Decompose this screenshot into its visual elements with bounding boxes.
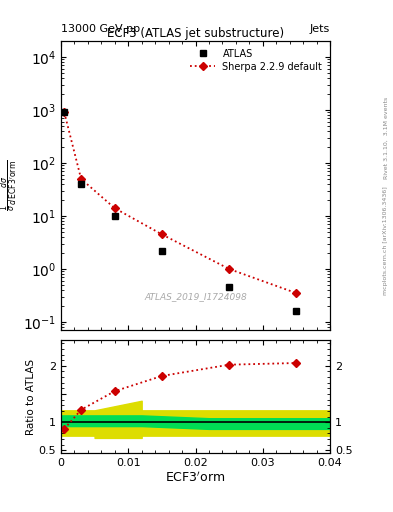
ATLAS [294, 308, 299, 314]
X-axis label: ECF3$'$orm: ECF3$'$orm [165, 471, 226, 485]
Sherpa 2.2.9 default [112, 205, 117, 211]
ATLAS [227, 284, 231, 290]
Sherpa 2.2.9 default [294, 290, 299, 296]
Text: Rivet 3.1.10,  3.1M events: Rivet 3.1.10, 3.1M events [383, 97, 388, 179]
Y-axis label: $\frac{1}{\sigma}\frac{d\sigma}{d\,\mathrm{ECF3^{\prime}orm}}$: $\frac{1}{\sigma}\frac{d\sigma}{d\,\math… [0, 160, 20, 211]
Sherpa 2.2.9 default [160, 231, 164, 238]
Sherpa 2.2.9 default [62, 109, 67, 115]
Y-axis label: Ratio to ATLAS: Ratio to ATLAS [26, 359, 36, 435]
Text: mcplots.cern.ch [arXiv:1306.3436]: mcplots.cern.ch [arXiv:1306.3436] [383, 186, 388, 295]
Sherpa 2.2.9 default [79, 176, 83, 182]
Legend: ATLAS, Sherpa 2.2.9 default: ATLAS, Sherpa 2.2.9 default [187, 46, 325, 75]
Title: ECF3 (ATLAS jet substructure): ECF3 (ATLAS jet substructure) [107, 27, 284, 40]
Line: Sherpa 2.2.9 default: Sherpa 2.2.9 default [61, 109, 299, 296]
Text: Jets: Jets [310, 24, 330, 34]
Text: ATLAS_2019_I1724098: ATLAS_2019_I1724098 [144, 292, 247, 301]
ATLAS [160, 248, 164, 254]
ATLAS [79, 181, 83, 187]
ATLAS [112, 213, 117, 219]
ATLAS [62, 109, 67, 115]
Text: 13000 GeV pp: 13000 GeV pp [61, 24, 140, 34]
Line: ATLAS: ATLAS [61, 109, 300, 315]
Sherpa 2.2.9 default [227, 266, 231, 272]
